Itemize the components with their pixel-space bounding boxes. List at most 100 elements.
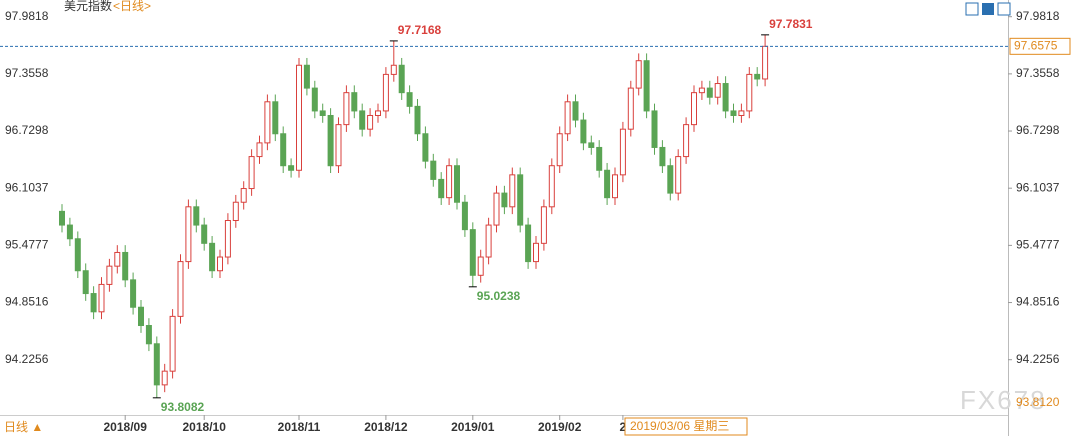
candle-body [509,174,516,208]
candle-body [256,142,263,158]
candle-body [59,210,65,226]
candle-body [288,165,295,171]
candle-body [217,256,223,272]
y-tick-label: 97.3558 [1016,66,1060,80]
candle-body [675,156,682,194]
candle-body [319,110,326,116]
candle-body [122,251,129,281]
candle-body [596,146,603,171]
candle-body [335,124,342,167]
candle-body [66,224,73,240]
candle-body [351,92,358,112]
watermark: FX678 [960,385,1047,415]
candle-body [627,87,634,130]
candle-body [754,73,761,80]
x-tick-label: 2018/11 [278,420,321,434]
candle-body [564,101,571,135]
y-tick-label: 94.2256 [5,352,49,366]
y-tick-label: 94.8516 [1016,295,1060,309]
candle-body [343,92,350,126]
extreme-label: 93.8082 [161,400,205,414]
y-tick-label: 96.7298 [5,123,49,137]
candle-body [280,133,287,167]
tool-icon[interactable] [982,3,994,15]
y-tick-label: 96.1037 [1016,180,1060,194]
y-tick-label: 96.1037 [5,180,49,194]
candle-body [422,133,429,162]
y-tick-label: 97.9818 [1016,9,1060,23]
candle-body [74,238,81,272]
last-price-box [1009,37,1071,55]
candle-body [485,224,492,258]
period: <日线> [113,0,151,13]
candle-body [106,265,113,285]
period-button[interactable]: 日线 ▲ [4,420,43,434]
candle-body [130,279,137,308]
tool-icon[interactable] [997,2,1011,16]
candle-body [185,206,192,263]
extreme-label: 97.7831 [769,17,813,31]
candle-body [706,87,713,98]
candle-body [303,64,310,89]
x-tick-label: 2018/12 [364,420,408,434]
candle-body [746,73,753,112]
candle-body [232,201,239,222]
candle-body [359,110,366,130]
candle-body [161,370,168,386]
candle-body [762,45,769,80]
candle-body [525,224,532,263]
candle-body [556,133,563,167]
candle-body [659,146,666,167]
toolbar[interactable] [965,2,1011,16]
candle-body [327,114,334,167]
candle-body [138,306,144,327]
candle-body [248,156,255,190]
candle-body [469,229,476,276]
candle-body [430,160,437,180]
candle-body [98,283,105,313]
candle-body [169,315,176,372]
candle-body [667,165,674,194]
candle-body [683,124,690,158]
candle-body [114,251,121,267]
candle-body [619,128,626,176]
y-tick-label: 94.8516 [5,295,49,309]
x-tick-label: 2018/09 [104,420,148,434]
candle-body [367,114,374,130]
x-tick-label: 2018/10 [183,420,227,434]
candle-body [604,169,611,199]
candle-body [311,87,318,112]
candle-body [264,101,271,144]
cursor-date-box [624,417,748,436]
candle-body [454,165,460,203]
y-tick-label: 97.9818 [5,9,49,23]
y-tick-label: 94.2256 [1016,352,1060,366]
tool-icon[interactable] [965,2,979,16]
extreme-label: 97.7168 [398,23,442,37]
candle-body [177,261,184,317]
y-tick-label: 95.4777 [1016,238,1060,252]
candle-body [209,242,216,272]
candle-body [153,343,160,386]
candle-body [224,220,231,258]
candle-body [398,64,405,94]
candle-body [643,60,650,112]
candle-body [296,64,302,171]
x-tick-label: 2019/01 [451,420,495,434]
candle-body [722,83,729,112]
candle-body [193,206,200,226]
chart-title: 美元指数 [64,0,112,13]
candle-body [461,201,468,231]
candle-body [580,119,587,144]
y-tick-label: 95.4777 [5,238,49,252]
x-tick-label: 2019/02 [538,420,582,434]
candle-body [201,224,208,244]
candle-body [272,101,279,135]
candle-body [548,165,555,208]
candle-body [588,142,595,148]
candle-body [382,73,389,112]
candle-body [477,256,484,276]
candle-body [517,174,524,226]
candle-body [390,64,397,75]
